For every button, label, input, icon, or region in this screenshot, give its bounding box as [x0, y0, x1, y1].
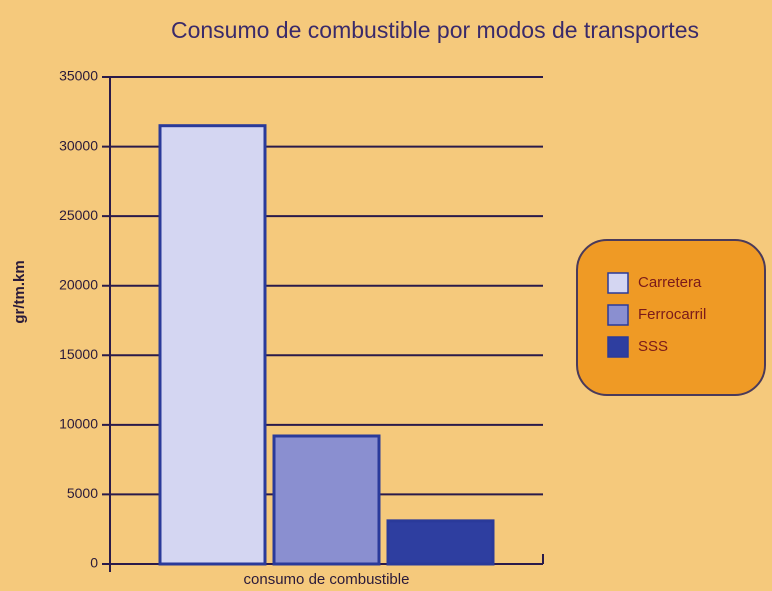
y-tick-label: 10000 [59, 416, 98, 432]
chart-title: Consumo de combustible por modos de tran… [171, 17, 699, 43]
y-tick-label: 30000 [59, 137, 98, 153]
legend-label: Ferrocarril [638, 306, 706, 323]
bar [158, 124, 267, 566]
legend-swatch [607, 304, 629, 326]
legend-swatch [607, 272, 629, 294]
x-tick-label: consumo de combustible [244, 571, 410, 588]
legend-swatch [607, 336, 629, 358]
y-tick-label: 25000 [59, 207, 98, 223]
y-tick-label: 5000 [67, 485, 98, 501]
y-tick-label: 20000 [59, 276, 98, 292]
bar [272, 434, 381, 566]
y-axis-label: gr/tm.km [11, 260, 28, 323]
y-tick-label: 0 [90, 555, 98, 571]
legend-label: SSS [638, 338, 668, 355]
y-tick-label: 15000 [59, 346, 98, 362]
legend-label: Carretera [638, 274, 702, 291]
bar [386, 519, 495, 566]
y-tick-label: 35000 [59, 68, 98, 84]
